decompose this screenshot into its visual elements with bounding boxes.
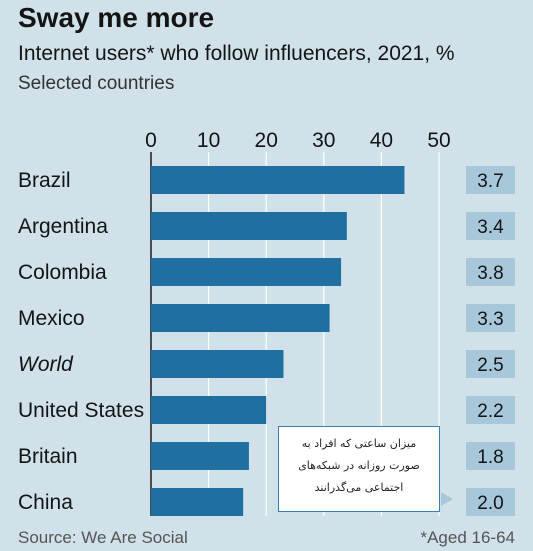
bar-britain: [151, 442, 249, 470]
hours-value: 3.4: [477, 217, 504, 238]
hours-column: 3.7 3.4 3.8 3.3 2.5 2.2 1.8 2.0: [466, 166, 515, 516]
hours-box: [466, 258, 515, 286]
category-label: Britain: [18, 445, 78, 468]
bar-colombia: [151, 258, 342, 286]
hours-value: 2.2: [477, 401, 503, 422]
hours-box: [466, 350, 515, 378]
bar-mexico: [151, 304, 330, 332]
hours-value: 2.5: [477, 355, 503, 376]
x-tick-label: 0: [145, 129, 157, 152]
bars: [151, 166, 405, 516]
hours-value: 1.8: [477, 447, 503, 468]
category-label: Colombia: [18, 261, 107, 284]
hours-box: [466, 166, 515, 194]
chart-title: Sway me more: [18, 2, 215, 33]
hours-value: 2.0: [477, 493, 503, 514]
category-label: United States: [18, 399, 144, 422]
chart-subtitle: Internet users* who follow influencers, …: [18, 42, 455, 65]
source-note: Source: We Are Social: [18, 528, 188, 547]
hours-box: [466, 488, 515, 516]
bar-united-states: [151, 396, 267, 424]
x-tick-label: 20: [255, 129, 278, 152]
hours-box: [466, 396, 515, 424]
hours-value: 3.8: [477, 263, 503, 284]
x-axis-ticks: 0 10 20 30 40 50: [145, 129, 451, 152]
category-label: Mexico: [18, 307, 85, 330]
x-tick-label: 50: [427, 129, 450, 152]
category-label: World: [18, 353, 74, 376]
hours-box: [466, 212, 515, 240]
category-labels: Brazil Argentina Colombia Mexico World United…: [18, 169, 144, 514]
x-tick-label: 10: [197, 129, 220, 152]
bar-brazil: [151, 166, 405, 194]
hours-value: 3.7: [477, 171, 503, 192]
chart-subtitle-secondary: Selected countries: [18, 73, 175, 94]
hours-box: [466, 442, 515, 470]
bar-china: [151, 488, 244, 516]
category-label: Brazil: [18, 169, 71, 192]
bar-argentina: [151, 212, 347, 240]
category-label: China: [18, 491, 73, 514]
annotation-callout: میزان ساعتی که افراد به صورت روزانه در ش…: [278, 426, 440, 512]
hours-box: [466, 304, 515, 332]
x-tick-label: 40: [370, 129, 393, 152]
x-tick-label: 30: [312, 129, 335, 152]
callout-pointer-icon: [441, 492, 453, 506]
category-label: Argentina: [18, 215, 108, 238]
bar-world: [151, 350, 284, 378]
footnote: *Aged 16-64: [420, 528, 515, 547]
hours-value: 3.3: [477, 309, 503, 330]
